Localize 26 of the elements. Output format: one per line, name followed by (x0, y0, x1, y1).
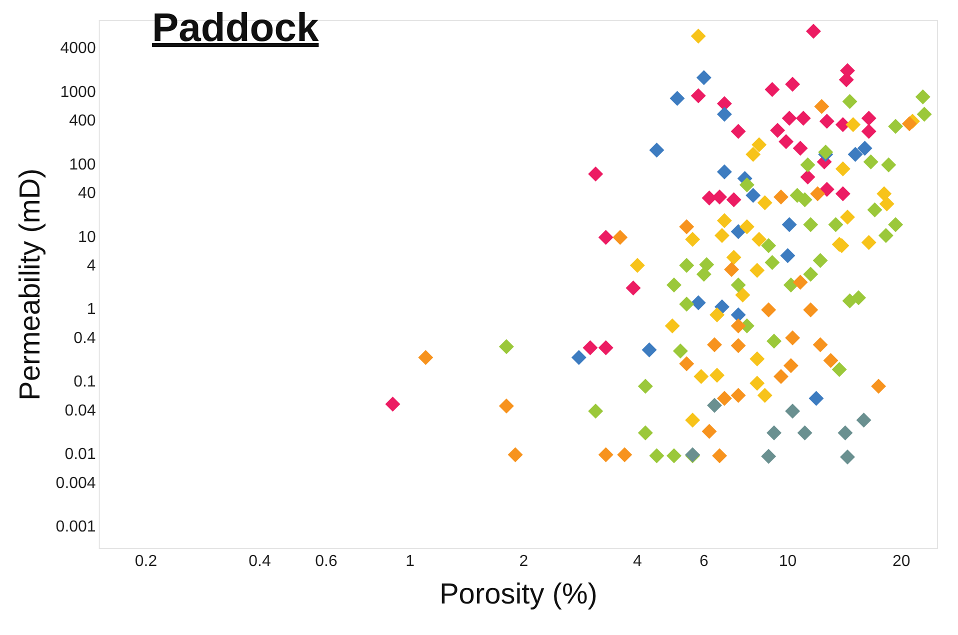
y-tick-label: 0.001 (56, 518, 96, 536)
y-tick-label: 0.04 (64, 402, 96, 420)
y-tick-label: 0.1 (74, 374, 96, 391)
y-tick-label: 4000 (60, 40, 96, 58)
x-tick-label: 0.6 (315, 553, 338, 570)
y-tick-label: 1000 (60, 84, 96, 101)
y-axis-title: Permeability (mD) (14, 168, 46, 401)
y-tick-label: 40 (78, 185, 96, 202)
x-tick-label: 20 (892, 553, 910, 570)
chart-title: Paddock (152, 6, 319, 51)
x-tick-label: 4 (632, 553, 642, 570)
y-tick-label: 400 (69, 112, 96, 130)
x-tick-label: 2 (519, 553, 528, 570)
x-tick-label: 0.4 (248, 553, 271, 570)
x-tick-label: 0.2 (134, 553, 158, 570)
x-tick-label: 6 (699, 553, 708, 570)
y-tick-label: 0.01 (64, 446, 96, 464)
y-tick-label: 4 (86, 258, 96, 275)
y-tick-label: 0.004 (56, 474, 96, 492)
x-tick-label: 1 (406, 553, 415, 570)
y-tick-label: 0.4 (74, 330, 96, 348)
y-tick-label: 100 (69, 156, 96, 174)
x-tick-label: 10 (778, 553, 797, 570)
y-tick-label: 10 (78, 228, 96, 246)
y-tick-label: 1 (86, 301, 96, 318)
x-axis-title: Porosity (%) (439, 578, 598, 611)
